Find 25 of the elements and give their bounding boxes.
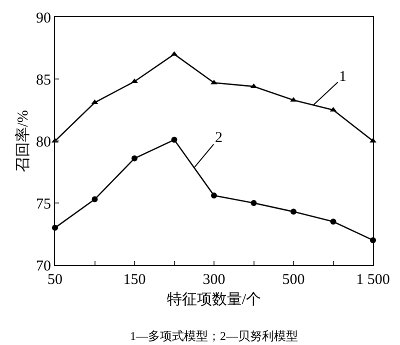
point: [131, 78, 138, 83]
x-tick-label: 500: [282, 272, 305, 288]
x-tick-label: 300: [202, 272, 226, 288]
y-tick-label: 75: [36, 196, 51, 212]
point: [211, 192, 217, 199]
y-tick-label: 70: [36, 258, 51, 274]
point: [250, 200, 257, 206]
series-label: 2: [215, 130, 222, 146]
x-axis-title: 特征项数量/个: [166, 291, 262, 308]
y-tick-label: 85: [36, 72, 51, 88]
series-label: 1: [339, 69, 346, 85]
x-tick-label: 1 500: [356, 272, 390, 288]
point: [210, 80, 218, 84]
point: [92, 196, 98, 202]
point: [290, 97, 297, 102]
point: [290, 208, 296, 215]
point: [330, 218, 336, 225]
point: [171, 136, 178, 143]
x-tick-label: 50: [48, 272, 62, 288]
y-tick-label: 90: [36, 10, 51, 26]
y-axis-title: 召回率/%: [14, 110, 32, 172]
y-tick-label: 80: [36, 134, 51, 150]
text: 1—多项式模型；2—贝努利模型: [130, 329, 298, 343]
x-tick-label: 150: [123, 272, 146, 288]
point: [132, 155, 138, 162]
